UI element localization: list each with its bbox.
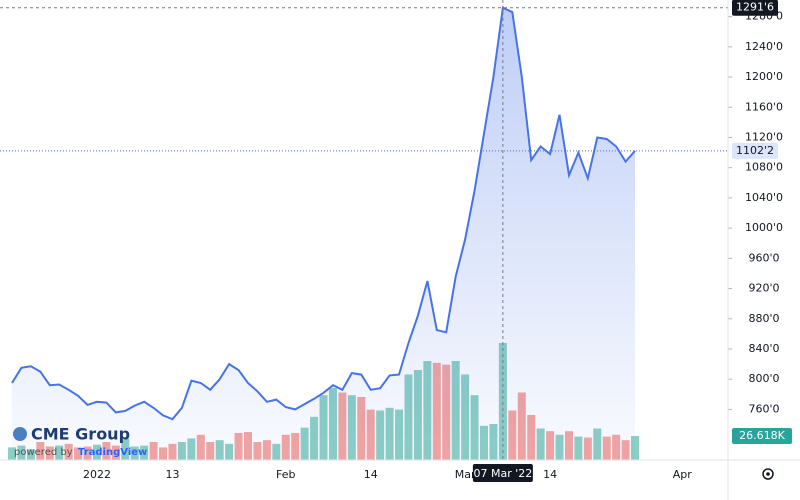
y-tick-label: 760'0	[748, 402, 779, 415]
price-line	[11, 6, 636, 421]
volume-label-box	[732, 428, 792, 445]
y-tick-label: 1120'0	[745, 130, 783, 143]
logo-powered: powered by	[14, 447, 73, 458]
gear-icon[interactable]	[762, 468, 774, 480]
x-tick-label: Feb	[276, 468, 295, 481]
high-label: 1291'6	[736, 1, 774, 14]
x-tick-label: 13	[165, 468, 179, 481]
y-tick-label: 1040'0	[745, 191, 783, 204]
logo-globe	[13, 427, 27, 441]
crosshair-label: 07 Mar '22	[473, 467, 532, 480]
y-tick-label: 1240'0	[745, 40, 783, 53]
y-tick-label: 920'0	[748, 282, 779, 295]
x-tick-label: 14	[364, 468, 378, 481]
y-tick-label: 800'0	[748, 372, 779, 385]
gear-center[interactable]	[766, 472, 770, 476]
x-tick-label: 2022	[83, 468, 111, 481]
x-tick-label: Apr	[673, 468, 693, 481]
last-price-box	[732, 142, 778, 159]
logo-brand: TradingView	[78, 447, 147, 458]
y-tick-label: 1200'0	[745, 70, 783, 83]
volume-label: 26.618K	[739, 429, 785, 442]
y-tick-label: 960'0	[748, 251, 779, 264]
logo: CME Group powered by TradingView	[13, 425, 147, 458]
high-label-box	[732, 0, 778, 16]
y-tick-label: 1160'0	[745, 100, 783, 113]
y-tick-label: 840'0	[748, 342, 779, 355]
x-tick-label: Mar	[455, 468, 476, 481]
price-area	[12, 7, 636, 460]
x-tick-label: 14	[543, 468, 557, 481]
y-tick-label: 1080'0	[745, 161, 783, 174]
logo-title: CME Group	[31, 425, 130, 444]
crosshair-label-box	[472, 464, 533, 482]
settings-button[interactable]	[762, 468, 774, 480]
last-price-label: 1102'2	[736, 144, 774, 157]
volume-bar	[631, 436, 640, 460]
axis-layer: 760'0 800'0 840'0 880'0 920'0 960'0 1000'0 1040…	[0, 0, 792, 482]
price-layer	[11, 6, 636, 460]
y-tick-label: 1000'0	[745, 221, 783, 234]
y-tick-label: 880'0	[748, 312, 779, 325]
